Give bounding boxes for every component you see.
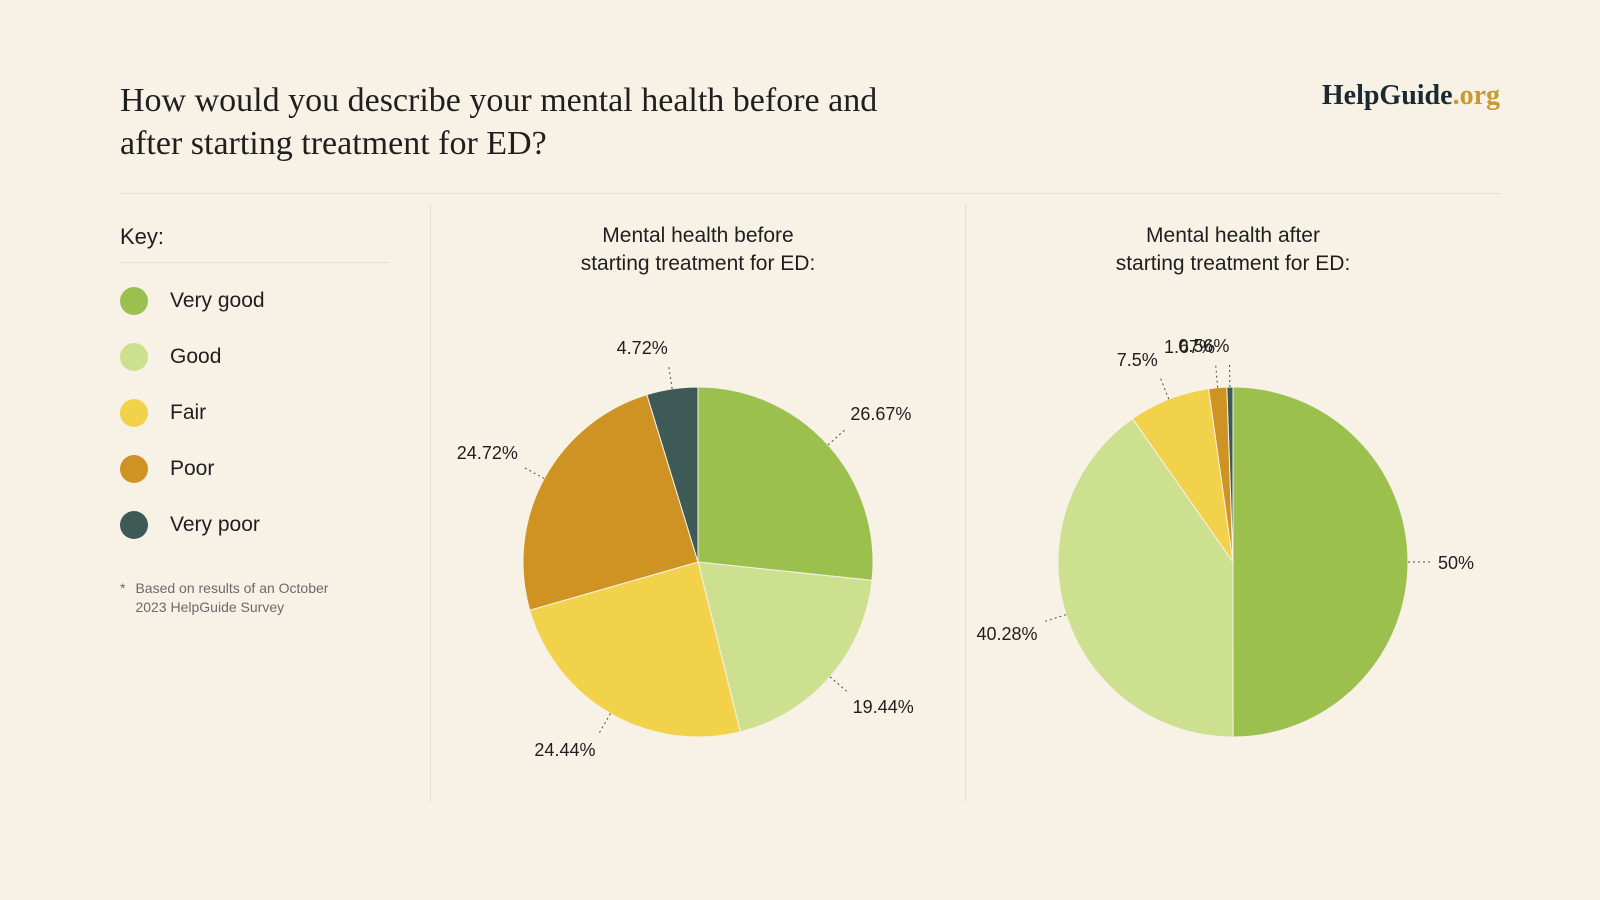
legend-item: Fair — [120, 399, 430, 427]
chart-after-title: Mental health after starting treatment f… — [966, 204, 1500, 302]
footnote: * Based on results of an October 2023 He… — [120, 579, 360, 617]
legend-divider — [120, 262, 390, 263]
footnote-marker: * — [120, 579, 125, 617]
legend-item: Very good — [120, 287, 430, 315]
pie-slice-very_good — [1233, 387, 1408, 737]
chart-before-title: Mental health before starting treatment … — [431, 204, 965, 302]
legend-swatch — [120, 399, 148, 427]
logo-main: HelpGuide — [1322, 80, 1453, 111]
legend-swatch — [120, 287, 148, 315]
legend-item: Poor — [120, 455, 430, 483]
legend-label: Poor — [170, 457, 214, 481]
leader-line — [1161, 379, 1169, 399]
chart-before-title-line2: starting treatment for ED: — [581, 252, 816, 275]
leader-line — [1045, 615, 1066, 622]
header-divider — [120, 193, 1500, 194]
leader-line — [830, 677, 847, 691]
logo: HelpGuide.org — [1322, 80, 1500, 112]
legend-swatch — [120, 455, 148, 483]
legend-item: Good — [120, 343, 430, 371]
page-title: How would you describe your mental healt… — [120, 80, 900, 165]
pie-chart — [431, 302, 965, 802]
legend-swatch — [120, 511, 148, 539]
leader-line — [525, 468, 544, 478]
legend-items: Very good Good Fair Poor Very poor — [120, 287, 430, 539]
body-row: Key: Very good Good Fair Poor Very poor * Ba… — [120, 204, 1500, 802]
legend-title: Key: — [120, 224, 430, 250]
pie-before-wrap: 26.67%19.44%24.44%24.72%4.72% — [431, 302, 965, 802]
legend-label: Fair — [170, 401, 206, 425]
page: How would you describe your mental healt… — [0, 0, 1600, 900]
pie-chart — [966, 302, 1500, 802]
legend-item: Very poor — [120, 511, 430, 539]
pie-after-wrap: 50%40.28%7.5%1.67%0.56% — [966, 302, 1500, 802]
legend-label: Very good — [170, 289, 265, 313]
legend-swatch — [120, 343, 148, 371]
logo-accent: .org — [1453, 80, 1500, 111]
leader-line — [1216, 366, 1218, 388]
legend-label: Good — [170, 345, 221, 369]
leader-line — [669, 367, 672, 389]
chart-after-column: Mental health after starting treatment f… — [965, 204, 1500, 802]
pie-slice-very_good — [698, 387, 873, 580]
chart-after-title-line2: starting treatment for ED: — [1116, 252, 1351, 275]
footnote-text: Based on results of an October 2023 Help… — [135, 579, 360, 617]
header: How would you describe your mental healt… — [120, 80, 1500, 165]
chart-before-title-line1: Mental health before — [602, 224, 793, 247]
chart-before-column: Mental health before starting treatment … — [430, 204, 965, 802]
leader-line — [828, 430, 844, 445]
chart-after-title-line1: Mental health after — [1146, 224, 1320, 247]
leader-line — [599, 714, 610, 733]
legend-column: Key: Very good Good Fair Poor Very poor * Ba… — [120, 204, 430, 802]
legend-label: Very poor — [170, 513, 260, 537]
